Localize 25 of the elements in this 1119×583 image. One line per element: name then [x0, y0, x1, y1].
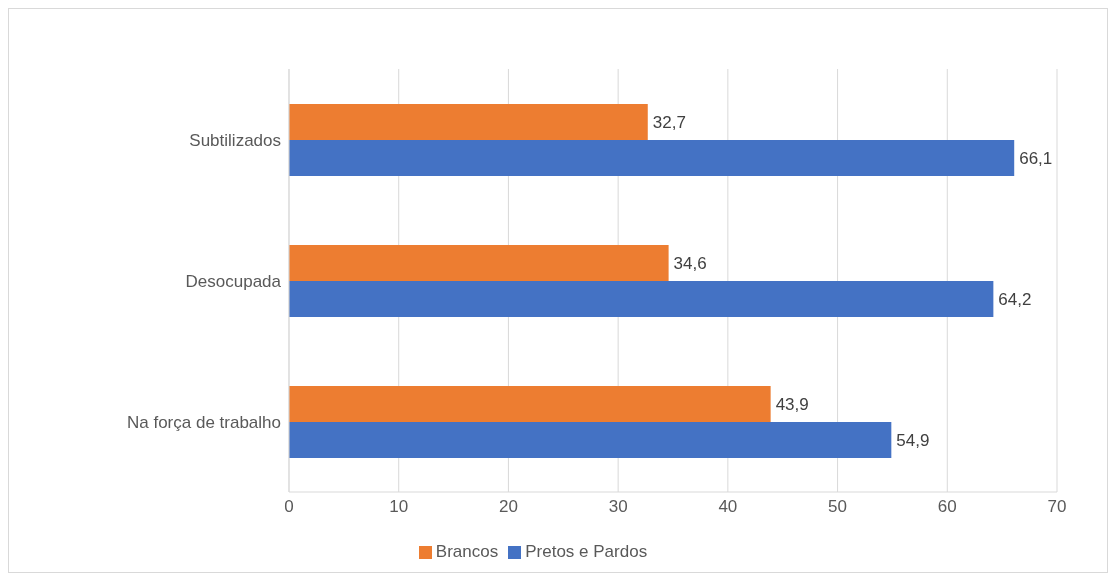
- bar: [289, 104, 648, 140]
- x-tick-label: 40: [718, 497, 738, 517]
- data-label: 64,2: [998, 290, 1032, 310]
- bar: [289, 140, 1015, 176]
- x-tick-label: 70: [1047, 497, 1067, 517]
- bar: [289, 422, 892, 458]
- legend-label: Pretos e Pardos: [525, 542, 648, 561]
- x-tick-label: 30: [608, 497, 628, 517]
- data-label: 43,9: [775, 395, 809, 415]
- x-tick-label: 50: [828, 497, 848, 517]
- x-tick-label: 20: [498, 497, 518, 517]
- data-label: 32,7: [652, 113, 686, 133]
- data-label: 34,6: [673, 254, 707, 274]
- x-tick-label: 10: [389, 497, 409, 517]
- data-label: 66,1: [1019, 149, 1053, 169]
- y-tick-label: Desocupada: [185, 271, 282, 291]
- y-tick-label: Na força de trabalho: [126, 412, 281, 432]
- legend-label: Brancos: [435, 542, 499, 561]
- bar: [289, 245, 669, 281]
- data-label: 54,9: [896, 431, 930, 451]
- x-tick-label: 0: [284, 497, 294, 517]
- bar: [289, 281, 994, 317]
- x-tick-label: 60: [937, 497, 957, 517]
- bar: [289, 386, 771, 422]
- y-tick-label: Subtilizados: [189, 130, 281, 150]
